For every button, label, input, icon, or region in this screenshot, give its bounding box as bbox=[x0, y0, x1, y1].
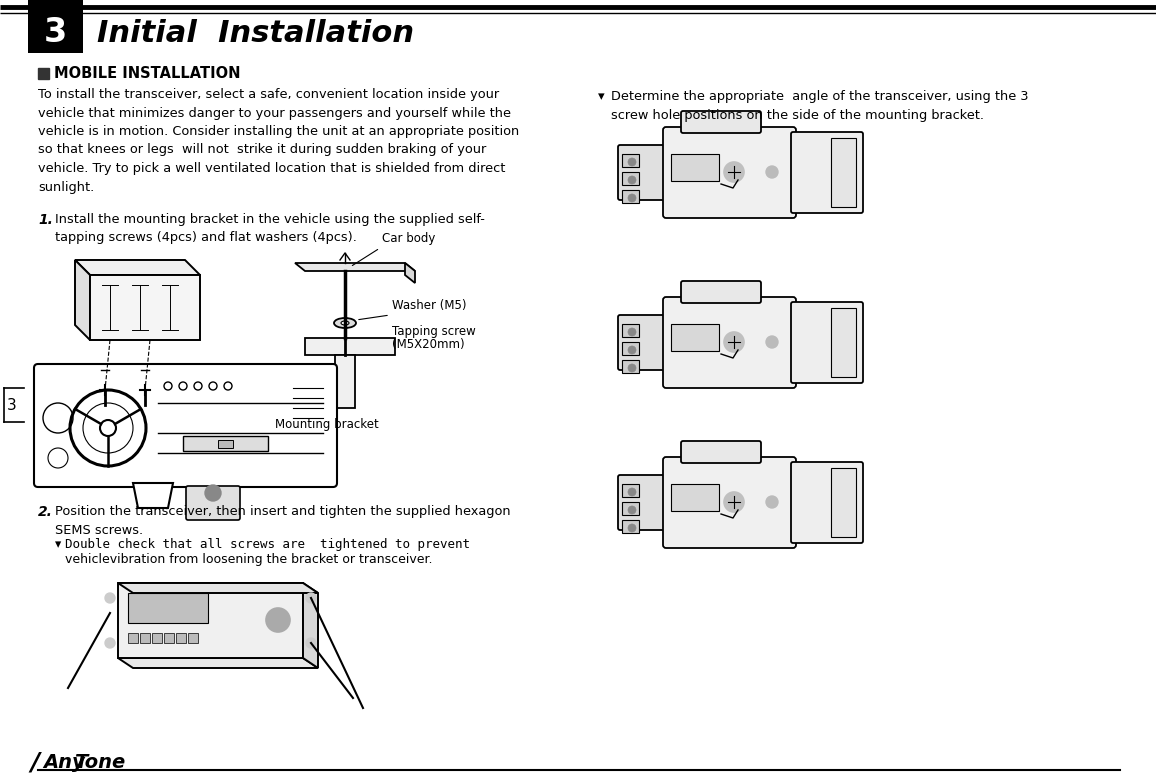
Polygon shape bbox=[90, 275, 200, 340]
Text: Washer (M5): Washer (M5) bbox=[392, 299, 467, 312]
FancyBboxPatch shape bbox=[118, 583, 303, 658]
Text: Determine the appropriate  angle of the transceiver, using the 3
screw hole posi: Determine the appropriate angle of the t… bbox=[612, 90, 1029, 123]
FancyBboxPatch shape bbox=[664, 297, 796, 388]
Circle shape bbox=[205, 485, 221, 501]
FancyBboxPatch shape bbox=[622, 502, 639, 515]
FancyBboxPatch shape bbox=[831, 308, 855, 377]
Text: 3: 3 bbox=[44, 16, 67, 49]
FancyBboxPatch shape bbox=[622, 190, 639, 203]
FancyBboxPatch shape bbox=[622, 154, 639, 167]
Text: Any: Any bbox=[43, 753, 84, 772]
FancyBboxPatch shape bbox=[28, 0, 83, 13]
Circle shape bbox=[105, 593, 114, 603]
Circle shape bbox=[724, 332, 744, 352]
Circle shape bbox=[628, 524, 636, 532]
Text: Position the transceiver, then insert and tighten the supplied hexagon
SEMS scre: Position the transceiver, then insert an… bbox=[55, 505, 511, 537]
FancyBboxPatch shape bbox=[622, 360, 639, 373]
FancyBboxPatch shape bbox=[664, 457, 796, 548]
Text: MOBILE INSTALLATION: MOBILE INSTALLATION bbox=[54, 66, 240, 81]
Text: 3: 3 bbox=[7, 398, 17, 412]
Circle shape bbox=[628, 364, 636, 372]
Polygon shape bbox=[118, 658, 318, 668]
FancyBboxPatch shape bbox=[618, 475, 668, 530]
Circle shape bbox=[628, 158, 636, 166]
FancyBboxPatch shape bbox=[34, 364, 338, 487]
FancyBboxPatch shape bbox=[618, 145, 668, 200]
Polygon shape bbox=[75, 260, 90, 340]
Circle shape bbox=[628, 176, 636, 184]
Circle shape bbox=[628, 328, 636, 336]
FancyBboxPatch shape bbox=[128, 593, 208, 623]
Text: Car body: Car body bbox=[381, 232, 436, 245]
Text: Tone: Tone bbox=[74, 753, 125, 772]
Polygon shape bbox=[118, 583, 318, 593]
Circle shape bbox=[766, 166, 778, 178]
FancyBboxPatch shape bbox=[38, 68, 49, 79]
Circle shape bbox=[105, 638, 114, 648]
FancyBboxPatch shape bbox=[791, 132, 864, 213]
FancyBboxPatch shape bbox=[622, 324, 639, 337]
FancyBboxPatch shape bbox=[681, 111, 761, 133]
FancyBboxPatch shape bbox=[664, 127, 796, 218]
FancyBboxPatch shape bbox=[128, 633, 138, 643]
Circle shape bbox=[724, 492, 744, 512]
Text: Double check that all screws are  tightened to prevent: Double check that all screws are tighten… bbox=[65, 538, 470, 551]
FancyBboxPatch shape bbox=[791, 462, 864, 543]
Text: 1.: 1. bbox=[38, 213, 53, 227]
FancyBboxPatch shape bbox=[622, 520, 639, 533]
FancyBboxPatch shape bbox=[164, 633, 175, 643]
FancyBboxPatch shape bbox=[670, 154, 719, 181]
Polygon shape bbox=[335, 355, 355, 408]
Polygon shape bbox=[75, 260, 200, 275]
Text: ▾: ▾ bbox=[598, 90, 605, 103]
Ellipse shape bbox=[341, 321, 349, 325]
Text: vehiclevibration from loosening the bracket or transceiver.: vehiclevibration from loosening the brac… bbox=[65, 553, 432, 566]
FancyBboxPatch shape bbox=[681, 281, 761, 303]
FancyBboxPatch shape bbox=[622, 172, 639, 185]
Circle shape bbox=[266, 608, 290, 632]
Circle shape bbox=[628, 488, 636, 496]
FancyBboxPatch shape bbox=[670, 484, 719, 511]
FancyBboxPatch shape bbox=[831, 138, 855, 207]
FancyBboxPatch shape bbox=[670, 324, 719, 351]
Text: /: / bbox=[30, 750, 39, 774]
Text: ▾: ▾ bbox=[55, 538, 61, 551]
Circle shape bbox=[306, 638, 316, 648]
Circle shape bbox=[628, 506, 636, 514]
FancyBboxPatch shape bbox=[151, 633, 162, 643]
FancyBboxPatch shape bbox=[831, 468, 855, 537]
FancyBboxPatch shape bbox=[218, 440, 234, 448]
FancyBboxPatch shape bbox=[622, 484, 639, 497]
Polygon shape bbox=[133, 483, 173, 508]
Circle shape bbox=[306, 593, 316, 603]
Circle shape bbox=[766, 336, 778, 348]
Polygon shape bbox=[405, 263, 415, 283]
FancyBboxPatch shape bbox=[176, 633, 186, 643]
Circle shape bbox=[724, 162, 744, 182]
FancyBboxPatch shape bbox=[183, 436, 268, 451]
FancyBboxPatch shape bbox=[188, 633, 198, 643]
FancyBboxPatch shape bbox=[681, 441, 761, 463]
FancyBboxPatch shape bbox=[622, 342, 639, 355]
FancyBboxPatch shape bbox=[791, 302, 864, 383]
Text: 2.: 2. bbox=[38, 505, 53, 519]
Circle shape bbox=[766, 496, 778, 508]
FancyBboxPatch shape bbox=[186, 486, 240, 520]
Text: Tapping screw: Tapping screw bbox=[392, 325, 476, 338]
Text: (M5X20mm): (M5X20mm) bbox=[392, 338, 465, 351]
Text: Initial  Installation: Initial Installation bbox=[97, 19, 414, 48]
Text: Mounting bracket: Mounting bracket bbox=[275, 418, 379, 431]
Circle shape bbox=[628, 346, 636, 354]
Polygon shape bbox=[295, 263, 415, 271]
Text: Install the mounting bracket in the vehicle using the supplied self-
tapping scr: Install the mounting bracket in the vehi… bbox=[55, 213, 484, 244]
Polygon shape bbox=[305, 338, 395, 355]
Ellipse shape bbox=[334, 318, 356, 328]
FancyBboxPatch shape bbox=[140, 633, 150, 643]
Text: To install the transceiver, select a safe, convenient location inside your
vehic: To install the transceiver, select a saf… bbox=[38, 88, 519, 194]
Polygon shape bbox=[303, 583, 318, 668]
Circle shape bbox=[628, 194, 636, 202]
FancyBboxPatch shape bbox=[28, 13, 83, 53]
FancyBboxPatch shape bbox=[618, 315, 668, 370]
